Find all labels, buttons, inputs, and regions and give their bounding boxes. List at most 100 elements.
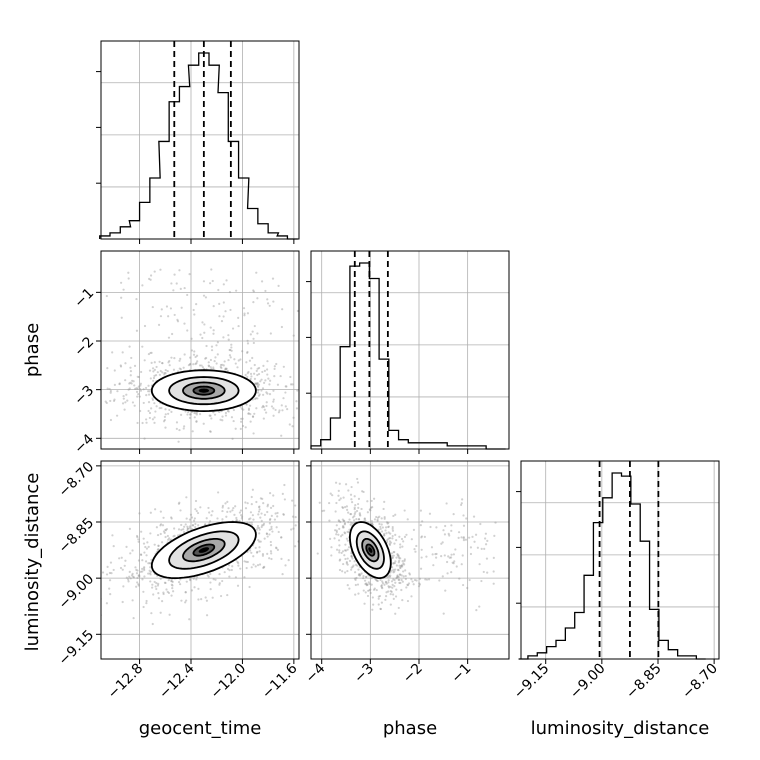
scatter-point — [378, 594, 382, 598]
scatter-point — [138, 512, 141, 515]
scatter-point — [269, 379, 272, 382]
scatter-point — [193, 586, 196, 589]
scatter-point — [245, 403, 248, 406]
scatter-point — [398, 578, 401, 582]
scatter-point — [338, 549, 341, 552]
scatter-point — [373, 587, 376, 590]
scatter-point — [269, 506, 273, 509]
scatter-point — [263, 565, 266, 569]
scatter-point — [172, 590, 175, 593]
scatter-point — [401, 580, 404, 583]
scatter-point — [245, 361, 248, 364]
scatter-point — [316, 552, 319, 555]
scatter-point — [168, 364, 171, 367]
scatter-point — [105, 401, 108, 405]
scatter-point — [250, 367, 253, 370]
scatter-point — [391, 527, 394, 530]
scatter-point — [366, 511, 369, 514]
scatter-point — [281, 308, 284, 311]
scatter-point — [157, 597, 161, 600]
scatter-point — [185, 599, 188, 602]
scatter-point — [92, 359, 94, 361]
scatter-point — [167, 412, 170, 415]
scatter-point — [260, 525, 263, 529]
scatter-point — [420, 535, 424, 538]
scatter-point — [212, 366, 215, 369]
scatter-point — [368, 508, 371, 511]
scatter-point — [263, 537, 266, 540]
scatter-point — [246, 342, 250, 345]
scatter-point — [131, 379, 134, 382]
scatter-point — [141, 559, 144, 562]
scatter-point — [265, 368, 269, 371]
scatter-point — [134, 387, 137, 390]
scatter-point — [258, 532, 261, 535]
scatter-point — [221, 415, 224, 418]
scatter-point — [369, 591, 372, 595]
scatter-point — [191, 524, 195, 527]
contour-line — [182, 381, 226, 400]
scatter-point — [158, 407, 161, 410]
scatter-point — [391, 529, 395, 532]
scatter-point — [179, 287, 182, 290]
scatter-point — [392, 593, 395, 596]
scatter-point — [257, 389, 260, 392]
scatter-point — [337, 539, 341, 542]
scatter-point — [284, 391, 287, 394]
scatter-point — [262, 393, 265, 396]
scatter-point — [120, 316, 123, 319]
scatter-point — [404, 574, 407, 578]
scatter-point — [392, 571, 395, 574]
scatter-point — [110, 572, 113, 575]
scatter-point — [106, 565, 109, 568]
scatter-point — [406, 583, 409, 586]
scatter-point — [362, 577, 365, 580]
scatter-point — [355, 517, 358, 521]
scatter-point — [105, 602, 108, 605]
scatter-point — [352, 564, 355, 567]
scatter-point — [441, 541, 444, 544]
scatter-point — [349, 513, 353, 516]
scatter-point — [281, 409, 284, 412]
scatter-point — [258, 540, 261, 543]
scatter-point — [209, 282, 212, 285]
scatter-point — [291, 425, 294, 428]
scatter-point — [142, 542, 146, 545]
scatter-point — [221, 579, 224, 583]
scatter-point — [237, 359, 240, 362]
scatter-point — [465, 517, 468, 520]
scatter-point — [363, 517, 366, 520]
scatter-point — [316, 514, 318, 516]
scatter-point — [259, 516, 262, 519]
scatter-point — [266, 510, 269, 514]
scatter-point — [249, 511, 253, 514]
scatter-point — [362, 589, 365, 592]
y-tick-label: −8.70 — [56, 459, 98, 501]
scatter-point — [266, 373, 269, 376]
scatter-point — [306, 377, 308, 379]
contour-line — [168, 530, 240, 570]
scatter-point — [396, 575, 399, 578]
scatter-point — [236, 366, 239, 369]
scatter-point — [141, 570, 144, 573]
scatter-point — [338, 482, 341, 485]
scatter-point — [240, 420, 243, 423]
scatter-point — [238, 511, 241, 514]
scatter-point — [156, 584, 160, 587]
scatter-point — [275, 526, 278, 529]
scatter-point — [288, 423, 291, 426]
scatter-point — [369, 588, 372, 591]
scatter-point — [170, 516, 173, 519]
scatter-point — [203, 323, 206, 326]
scatter-point — [180, 599, 183, 602]
scatter-point — [242, 408, 245, 411]
scatter-point — [457, 531, 461, 534]
scatter-point — [218, 410, 221, 413]
scatter-point — [94, 607, 96, 609]
scatter-point — [120, 556, 123, 559]
scatter-point — [357, 518, 361, 521]
scatter-point — [159, 523, 163, 526]
scatter-point — [143, 575, 146, 578]
scatter-point — [195, 303, 198, 306]
scatter-point — [390, 580, 394, 583]
